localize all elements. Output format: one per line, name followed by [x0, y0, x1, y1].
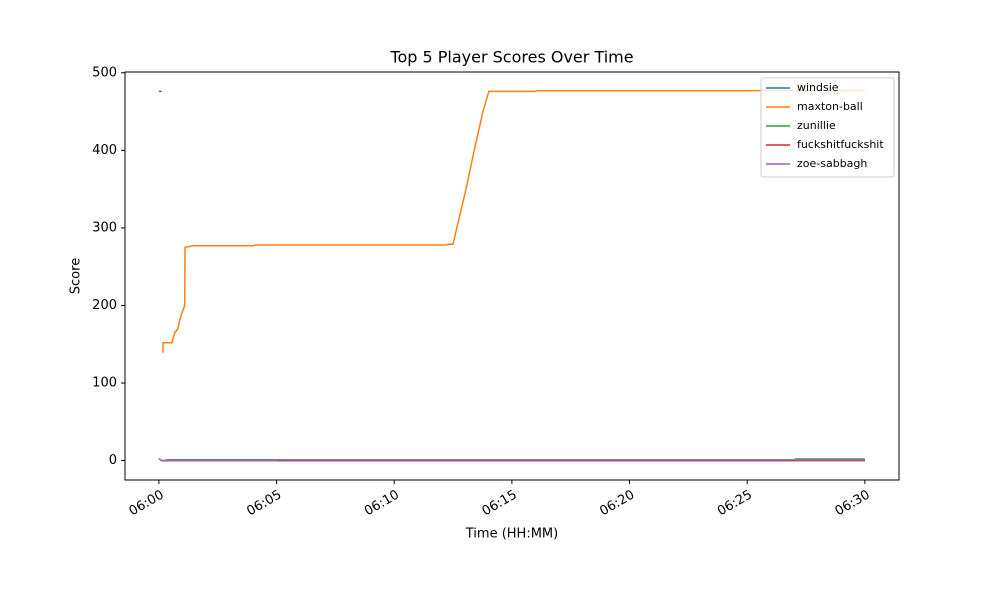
x-tick-label: 06:00 [127, 488, 167, 520]
legend-label: fuckshitfuckshit [797, 138, 884, 151]
series-line [162, 89, 865, 353]
x-tick-label: 06:15 [480, 488, 520, 520]
x-tick-label: 06:30 [833, 488, 873, 520]
y-tick-label: 100 [92, 376, 117, 391]
y-tick-label: 200 [92, 298, 117, 313]
legend-label: zoe-sabbagh [797, 157, 867, 170]
legend-label: windsie [797, 81, 839, 94]
x-axis-label: Time (HH:MM) [465, 527, 558, 542]
series-line [158, 90, 865, 461]
y-tick-label: 300 [92, 220, 117, 235]
x-tick-label: 06:20 [597, 488, 637, 520]
y-tick-label: 400 [92, 143, 117, 158]
x-tick-label: 06:25 [715, 488, 755, 520]
legend-box [760, 77, 895, 178]
y-axis-label: Score [69, 258, 84, 294]
y-tick-label: 500 [92, 65, 117, 80]
chart-title: Top 5 Player Scores Over Time [389, 48, 633, 67]
series-line [158, 457, 865, 462]
y-tick-label: 0 [109, 453, 117, 468]
legend-label: zunillie [797, 119, 836, 132]
x-tick-label: 06:05 [244, 488, 284, 520]
x-tick-label: 06:10 [362, 488, 402, 520]
legend-label: maxton-ball [797, 100, 863, 113]
